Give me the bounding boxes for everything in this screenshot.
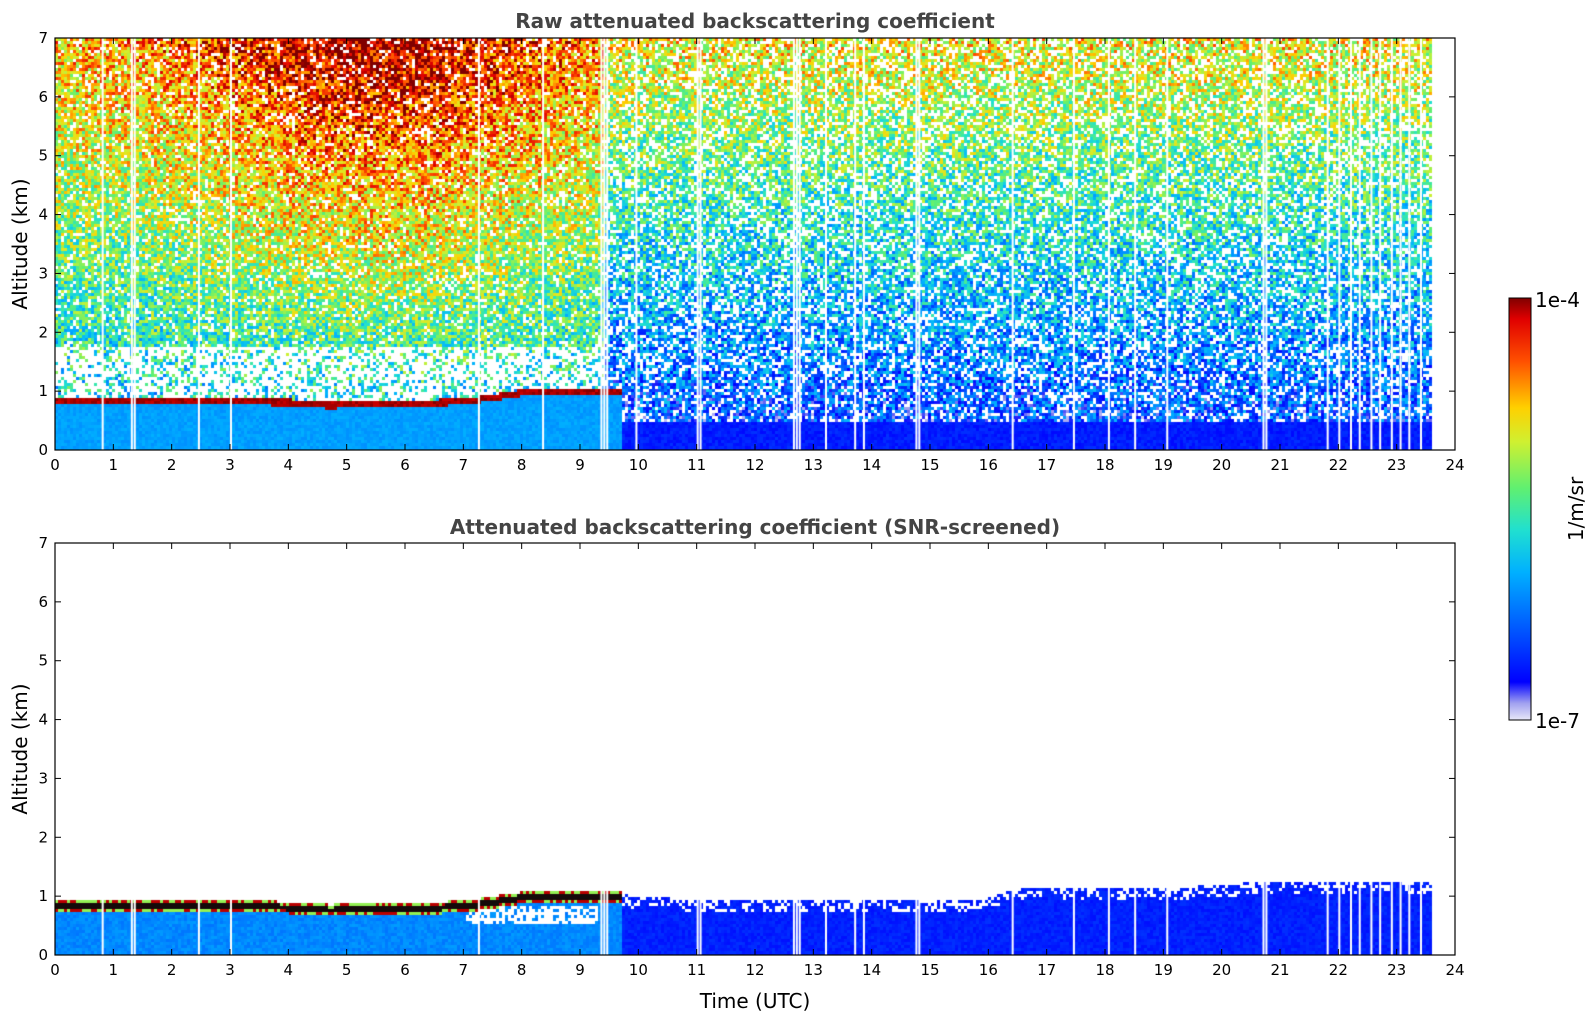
x-tick-label: 4 xyxy=(284,961,294,979)
x-tick-label: 5 xyxy=(342,456,352,474)
y-tick-label: 6 xyxy=(38,593,48,611)
raw-backscatter-heatmap xyxy=(55,38,1455,450)
x-tick-label: 5 xyxy=(342,961,352,979)
raw-backscatter-panel: 0 1 2 3 4 5 6 7 8 9 10 11 12 13 14 15 16 17 18 19 20 21 22 23 24… xyxy=(8,9,1465,474)
y-axis-label: Altitude (km) xyxy=(8,683,32,814)
y-tick-label: 7 xyxy=(38,534,48,552)
colorbar: 1e-4 1e-7 1/m/sr xyxy=(1508,288,1588,733)
x-tick-label: 1 xyxy=(109,456,119,474)
x-tick-label: 13 xyxy=(804,456,823,474)
x-tick-label: 19 xyxy=(1154,456,1173,474)
x-tick-label: 6 xyxy=(400,456,410,474)
x-tick-label: 23 xyxy=(1387,961,1406,979)
y-tick-label: 1 xyxy=(38,887,48,905)
x-tick-label: 20 xyxy=(1212,456,1231,474)
colorbar-unit-label: 1/m/sr xyxy=(1564,476,1588,541)
x-tick-label: 9 xyxy=(575,961,585,979)
y-tick-label: 6 xyxy=(38,88,48,106)
x-tick-label: 2 xyxy=(167,456,177,474)
x-tick-label: 17 xyxy=(1037,961,1056,979)
y-tick-label: 5 xyxy=(38,652,48,670)
x-tick-label: 3 xyxy=(225,456,235,474)
panel-title: Raw attenuated backscattering coefficien… xyxy=(515,9,995,33)
x-tick-label: 8 xyxy=(517,456,527,474)
x-tick-label: 16 xyxy=(979,456,998,474)
x-tick-label: 8 xyxy=(517,961,527,979)
x-tick-label: 22 xyxy=(1329,456,1348,474)
x-tick-label: 9 xyxy=(575,456,585,474)
y-tick-label: 2 xyxy=(38,323,48,341)
snr-screened-panel: 0 1 2 3 4 5 6 7 8 9 10 11 12 13 14 15 16 17 18 19 20 21 22 23 24… xyxy=(8,515,1465,1013)
x-tick-label: 0 xyxy=(50,961,60,979)
x-tick-label: 21 xyxy=(1270,961,1289,979)
heatmap-raster xyxy=(55,543,1455,955)
colorbar-min-label: 1e-7 xyxy=(1535,709,1580,733)
x-tick-label: 24 xyxy=(1445,961,1464,979)
x-tick-label: 6 xyxy=(400,961,410,979)
y-axis-label: Altitude (km) xyxy=(8,178,32,309)
x-tick-label: 0 xyxy=(50,456,60,474)
x-tick-label: 17 xyxy=(1037,456,1056,474)
x-tick-label: 12 xyxy=(745,456,764,474)
y-tick-label: 0 xyxy=(38,441,48,459)
x-tick-label: 7 xyxy=(459,456,469,474)
x-tick-label: 19 xyxy=(1154,961,1173,979)
x-tick-label: 22 xyxy=(1329,961,1348,979)
y-tick-label: 3 xyxy=(38,264,48,282)
snr-screened-heatmap xyxy=(55,543,1455,955)
x-tick-label: 11 xyxy=(687,456,706,474)
axis-ticks: 0 1 2 3 4 5 6 7 8 9 10 11 12 13 14 15 16 17 18 19 20 21 22 23 24… xyxy=(38,534,1464,979)
x-tick-label: 18 xyxy=(1095,961,1114,979)
colorbar-max-label: 1e-4 xyxy=(1535,288,1580,312)
x-tick-label: 11 xyxy=(687,961,706,979)
x-tick-label: 21 xyxy=(1270,456,1289,474)
y-tick-label: 2 xyxy=(38,828,48,846)
y-tick-label: 7 xyxy=(38,29,48,47)
x-tick-label: 15 xyxy=(920,456,939,474)
x-tick-label: 20 xyxy=(1212,961,1231,979)
heatmap-raster xyxy=(55,38,1455,450)
x-tick-label: 10 xyxy=(629,456,648,474)
x-tick-label: 3 xyxy=(225,961,235,979)
x-tick-label: 1 xyxy=(109,961,119,979)
x-tick-label: 24 xyxy=(1445,456,1464,474)
y-tick-label: 0 xyxy=(38,946,48,964)
x-tick-label: 7 xyxy=(459,961,469,979)
x-tick-label: 16 xyxy=(979,961,998,979)
x-tick-label: 14 xyxy=(862,961,881,979)
x-tick-label: 23 xyxy=(1387,456,1406,474)
x-tick-label: 10 xyxy=(629,961,648,979)
x-tick-label: 4 xyxy=(284,456,294,474)
x-axis-label: Time (UTC) xyxy=(699,989,811,1013)
x-tick-label: 15 xyxy=(920,961,939,979)
axis-ticks: 0 1 2 3 4 5 6 7 8 9 10 11 12 13 14 15 16 17 18 19 20 21 22 23 24… xyxy=(38,29,1464,474)
x-tick-label: 14 xyxy=(862,456,881,474)
y-tick-label: 3 xyxy=(38,769,48,787)
x-tick-label: 2 xyxy=(167,961,177,979)
y-tick-label: 4 xyxy=(38,711,48,729)
panel-title: Attenuated backscattering coefficient (S… xyxy=(450,515,1060,539)
colorbar-gradient xyxy=(1508,297,1532,721)
x-tick-label: 18 xyxy=(1095,456,1114,474)
y-tick-label: 5 xyxy=(38,147,48,165)
x-tick-label: 12 xyxy=(745,961,764,979)
y-tick-label: 4 xyxy=(38,206,48,224)
y-tick-label: 1 xyxy=(38,382,48,400)
x-tick-label: 13 xyxy=(804,961,823,979)
